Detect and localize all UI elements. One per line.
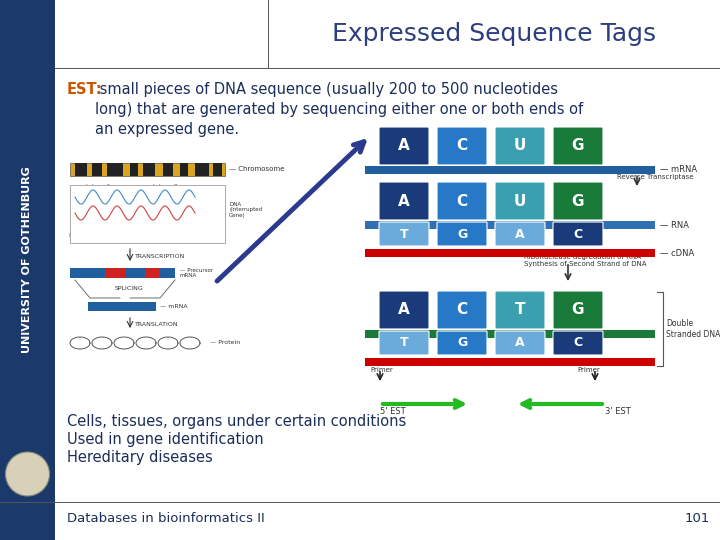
FancyBboxPatch shape [437, 331, 487, 355]
Text: 5' EST: 5' EST [380, 407, 405, 416]
Text: G: G [572, 193, 584, 208]
Bar [195, 163, 209, 176]
Text: Used in gene identification: Used in gene identification [67, 432, 264, 447]
Text: T: T [400, 336, 408, 349]
Bar [107, 163, 123, 176]
Text: — RNA: — RNA [660, 220, 689, 230]
Bar [163, 163, 173, 176]
Text: UNIVERSITY OF GOTHENBURG: UNIVERSITY OF GOTHENBURG [22, 166, 32, 353]
Text: Cells, tissues, organs under certain conditions: Cells, tissues, organs under certain con… [67, 414, 406, 429]
Text: T: T [400, 227, 408, 240]
Text: 3' EST: 3' EST [605, 407, 631, 416]
FancyBboxPatch shape [495, 291, 545, 329]
Text: 101: 101 [685, 512, 710, 525]
FancyBboxPatch shape [553, 291, 603, 329]
Bar [70, 268, 175, 278]
Text: DNA
(Interrupted
Gene): DNA (Interrupted Gene) [229, 202, 262, 218]
FancyBboxPatch shape [553, 127, 603, 165]
Text: T: T [515, 302, 526, 318]
FancyBboxPatch shape [379, 182, 429, 220]
Bar [88, 302, 156, 311]
Text: Exon 1: Exon 1 [69, 233, 91, 238]
Text: TRANSLATION: TRANSLATION [135, 321, 179, 327]
Bar [180, 163, 188, 176]
Text: A: A [398, 193, 410, 208]
FancyBboxPatch shape [379, 291, 429, 329]
Text: G: G [457, 336, 467, 349]
Bar [143, 163, 155, 176]
Text: A: A [516, 336, 525, 349]
Text: G: G [572, 138, 584, 153]
Text: TRANSCRIPTION: TRANSCRIPTION [135, 253, 185, 259]
Bar [213, 163, 222, 176]
Text: — Chromosome: — Chromosome [229, 166, 284, 172]
FancyBboxPatch shape [437, 127, 487, 165]
Text: — mRNA: — mRNA [160, 303, 188, 308]
FancyBboxPatch shape [379, 222, 429, 246]
Text: G: G [457, 227, 467, 240]
Text: — cDNA: — cDNA [660, 248, 694, 258]
Bar [92, 163, 102, 176]
Text: — Precursor
mRNA: — Precursor mRNA [180, 268, 213, 279]
Text: A: A [398, 302, 410, 318]
Text: C: C [456, 138, 467, 153]
FancyBboxPatch shape [379, 331, 429, 355]
FancyBboxPatch shape [495, 331, 545, 355]
Text: Databases in bioinformatics II: Databases in bioinformatics II [67, 512, 265, 525]
Text: Reverse Sequencing
Primer: Reverse Sequencing Primer [577, 360, 648, 373]
Text: Hereditary diseases: Hereditary diseases [67, 450, 212, 465]
Text: SPLICING: SPLICING [115, 286, 144, 291]
Text: EST:: EST: [67, 82, 103, 97]
FancyBboxPatch shape [437, 291, 487, 329]
Bar [145, 268, 160, 278]
Text: C: C [573, 227, 582, 240]
FancyBboxPatch shape [553, 222, 603, 246]
Bar [365, 358, 655, 366]
Text: A: A [516, 227, 525, 240]
Text: C: C [456, 302, 467, 318]
Text: Double
Stranded DNA: Double Stranded DNA [666, 319, 720, 339]
Text: Forward Sequencing
Primer: Forward Sequencing Primer [370, 360, 441, 373]
FancyBboxPatch shape [495, 222, 545, 246]
Text: A: A [398, 138, 410, 153]
Text: G: G [572, 302, 584, 318]
Text: C: C [573, 336, 582, 349]
FancyBboxPatch shape [495, 127, 545, 165]
Circle shape [6, 452, 50, 496]
Bar [70, 163, 225, 176]
Text: C: C [456, 193, 467, 208]
Bar [70, 185, 225, 243]
Text: U: U [514, 138, 526, 153]
Bar [75, 163, 87, 176]
Text: Exon 2: Exon 2 [125, 233, 145, 238]
FancyBboxPatch shape [553, 182, 603, 220]
Text: Expressed Sequence Tags: Expressed Sequence Tags [332, 22, 656, 46]
Bar [0, 0, 55, 540]
Bar [105, 268, 125, 278]
Text: Reverse Transcriptase: Reverse Transcriptase [617, 174, 693, 180]
FancyBboxPatch shape [379, 127, 429, 165]
Bar [365, 249, 655, 257]
FancyBboxPatch shape [437, 222, 487, 246]
FancyBboxPatch shape [553, 331, 603, 355]
Text: — mRNA: — mRNA [660, 165, 697, 174]
FancyBboxPatch shape [437, 182, 487, 220]
Text: small pieces of DNA sequence (usually 200 to 500 nucleotides
long) that are gene: small pieces of DNA sequence (usually 20… [95, 82, 583, 137]
Text: Intron 1: Intron 1 [86, 184, 110, 189]
Text: Exon 3: Exon 3 [179, 233, 201, 238]
Bar [365, 166, 655, 174]
Text: — Protein: — Protein [210, 341, 240, 346]
Text: Intron 2: Intron 2 [153, 184, 177, 189]
Bar [130, 163, 138, 176]
Text: Ribonuclease degredation of RNA
Synthesis of Second Strand of DNA: Ribonuclease degredation of RNA Synthesi… [524, 253, 647, 267]
Bar [365, 330, 655, 338]
Bar [365, 221, 655, 229]
FancyBboxPatch shape [495, 182, 545, 220]
Text: U: U [514, 193, 526, 208]
